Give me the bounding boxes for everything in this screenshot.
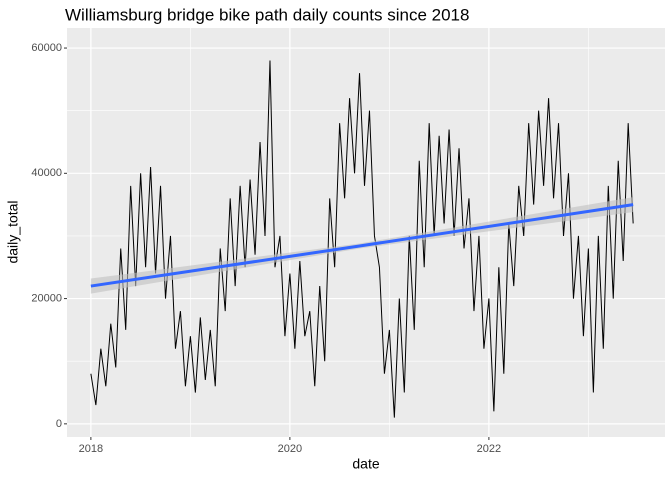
x-tick-label: 2018 bbox=[79, 443, 103, 455]
x-axis-label: date bbox=[352, 456, 379, 472]
x-tick-label: 2022 bbox=[477, 443, 501, 455]
data-line bbox=[90, 60, 634, 418]
trend-line bbox=[90, 203, 634, 288]
y-tick-label: 20000 bbox=[31, 292, 62, 304]
y-tick-label: 60000 bbox=[31, 42, 62, 54]
chart-title: Williamsburg bridge bike path daily coun… bbox=[65, 5, 469, 24]
y-tick-label: 0 bbox=[56, 418, 62, 430]
x-tick-label: 2020 bbox=[278, 443, 302, 455]
y-tick-label: 40000 bbox=[31, 167, 62, 179]
plot-panel bbox=[67, 28, 665, 437]
y-axis-label: daily_total bbox=[5, 200, 21, 263]
